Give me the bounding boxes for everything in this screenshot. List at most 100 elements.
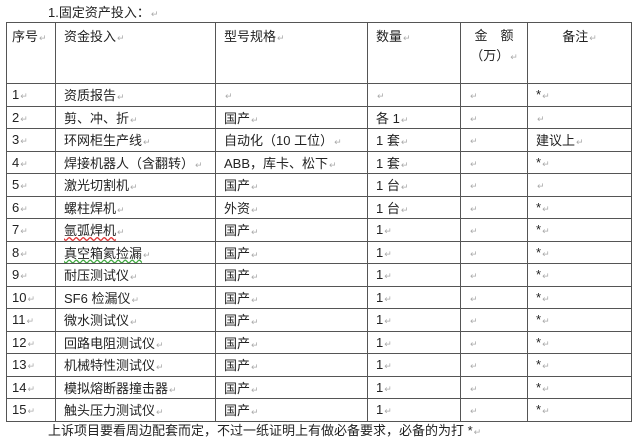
cell-qty: 各 1↵	[367, 105, 461, 129]
header-note: 备注↵	[527, 22, 632, 84]
cell-note: *↵	[527, 353, 632, 377]
cell-spec: 国产↵	[215, 398, 368, 422]
cell-note: *↵	[527, 83, 632, 107]
cell-note: ↵	[527, 173, 632, 197]
cell-spec: 国产↵	[215, 330, 368, 354]
footer-note: 上诉项目要看周边配套而定，不过一纸证明上有做必备要求，必备的为打 *↵	[48, 423, 482, 438]
cell-amount: ↵	[460, 105, 528, 129]
cell-amount: ↵	[460, 285, 528, 309]
header-qty: 数量↵	[367, 22, 461, 84]
cell-note: *↵	[527, 150, 632, 174]
cell-amount: ↵	[460, 398, 528, 422]
cell-spec: 外资↵	[215, 195, 368, 219]
table-row: 15↵ 触头压力测试仪↵ 国产↵ 1↵ ↵ *↵	[6, 398, 632, 422]
cell-item: 真空箱氦捡漏↵	[55, 240, 216, 264]
cell-qty: 1 台↵	[367, 173, 461, 197]
cell-no: 1↵	[6, 83, 56, 107]
cell-item: 氩弧焊机↵	[55, 218, 216, 242]
section-title: 1.固定资产投入：↵	[48, 5, 159, 20]
cell-no: 6↵	[6, 195, 56, 219]
table-row: 10↵ SF6 检漏仪↵ 国产↵ 1↵ ↵ *↵	[6, 285, 632, 309]
cell-spec: 国产↵	[215, 375, 368, 399]
cell-item: SF6 检漏仪↵	[55, 285, 216, 309]
table-row: 4↵ 焊接机器人（含翻转）↵ ABB，库卡、松下↵ 1 套↵ ↵ *↵	[6, 150, 632, 174]
cell-note: *↵	[527, 308, 632, 332]
fixed-asset-table: 序号↵ 资金投入↵ 型号规格↵ 数量↵ 金 额（万）↵ 备注↵ 1↵ 资质报告↵ ↵…	[6, 22, 632, 422]
cell-item: 激光切割机↵	[55, 173, 216, 197]
cell-no: 11↵	[6, 308, 56, 332]
table-row: 8↵ 真空箱氦捡漏↵ 国产↵ 1↵ ↵ *↵	[6, 240, 632, 264]
cell-spec: 自动化（10 工位）↵	[215, 128, 368, 152]
cell-amount: ↵	[460, 330, 528, 354]
cell-qty: 1 套↵	[367, 128, 461, 152]
cell-amount: ↵	[460, 218, 528, 242]
cell-spec: ↵	[215, 83, 368, 107]
cell-item: 模拟熔断器撞击器↵	[55, 375, 216, 399]
header-item: 资金投入↵	[55, 22, 216, 84]
cell-no: 4↵	[6, 150, 56, 174]
cell-qty: 1 台↵	[367, 195, 461, 219]
cell-note: *↵	[527, 240, 632, 264]
cell-note: *↵	[527, 398, 632, 422]
table-row: 13↵ 机械特性测试仪↵ 国产↵ 1↵ ↵ *↵	[6, 353, 632, 377]
cell-no: 8↵	[6, 240, 56, 264]
cell-item: 资质报告↵	[55, 83, 216, 107]
cell-spec: 国产↵	[215, 218, 368, 242]
table-row: 11↵ 微水测试仪↵ 国产↵ 1↵ ↵ *↵	[6, 308, 632, 332]
table-row: 1↵ 资质报告↵ ↵ ↵ ↵ *↵	[6, 83, 632, 107]
cell-no: 13↵	[6, 353, 56, 377]
cell-qty: 1 套↵	[367, 150, 461, 174]
cell-no: 9↵	[6, 263, 56, 287]
header-amount: 金 额（万）↵	[460, 22, 528, 84]
cell-item: 焊接机器人（含翻转）↵	[55, 150, 216, 174]
cell-amount: ↵	[460, 308, 528, 332]
cell-amount: ↵	[460, 353, 528, 377]
header-spec: 型号规格↵	[215, 22, 368, 84]
cell-note: *↵	[527, 218, 632, 242]
cell-amount: ↵	[460, 240, 528, 264]
table-row: 6↵ 螺柱焊机↵ 外资↵ 1 台↵ ↵ *↵	[6, 195, 632, 219]
cell-item: 剪、冲、折↵	[55, 105, 216, 129]
table-row: 12↵ 回路电阻测试仪↵ 国产↵ 1↵ ↵ *↵	[6, 330, 632, 354]
cell-spec: 国产↵	[215, 173, 368, 197]
cell-item: 触头压力测试仪↵	[55, 398, 216, 422]
cell-spec: 国产↵	[215, 105, 368, 129]
paragraph-mark: ↵	[150, 9, 159, 19]
cell-amount: ↵	[460, 150, 528, 174]
cell-note: 建议上↵	[527, 128, 632, 152]
cell-amount: ↵	[460, 195, 528, 219]
cell-note: *↵	[527, 375, 632, 399]
cell-qty: 1↵	[367, 240, 461, 264]
cell-qty: 1↵	[367, 218, 461, 242]
cell-qty: 1↵	[367, 330, 461, 354]
cell-qty: 1↵	[367, 375, 461, 399]
cell-no: 2↵	[6, 105, 56, 129]
cell-item: 耐压测试仪↵	[55, 263, 216, 287]
cell-amount: ↵	[460, 263, 528, 287]
table-row: 2↵ 剪、冲、折↵ 国产↵ 各 1↵ ↵ ↵	[6, 105, 632, 129]
cell-no: 15↵	[6, 398, 56, 422]
cell-qty: ↵	[367, 83, 461, 107]
cell-spec: 国产↵	[215, 308, 368, 332]
cell-amount: ↵	[460, 83, 528, 107]
cell-no: 14↵	[6, 375, 56, 399]
table-row: 5↵ 激光切割机↵ 国产↵ 1 台↵ ↵ ↵	[6, 173, 632, 197]
cell-no: 5↵	[6, 173, 56, 197]
cell-note: *↵	[527, 285, 632, 309]
cell-amount: ↵	[460, 375, 528, 399]
cell-note: *↵	[527, 263, 632, 287]
cell-item: 回路电阻测试仪↵	[55, 330, 216, 354]
table-row: 3↵ 环网柜生产线↵ 自动化（10 工位）↵ 1 套↵ ↵ 建议上↵	[6, 128, 632, 152]
cell-note: *↵	[527, 195, 632, 219]
table-row: 14↵ 模拟熔断器撞击器↵ 国产↵ 1↵ ↵ *↵	[6, 375, 632, 399]
cell-qty: 1↵	[367, 398, 461, 422]
cell-item: 螺柱焊机↵	[55, 195, 216, 219]
cell-amount: ↵	[460, 173, 528, 197]
table-row: 7↵ 氩弧焊机↵ 国产↵ 1↵ ↵ *↵	[6, 218, 632, 242]
cell-spec: 国产↵	[215, 263, 368, 287]
cell-note: ↵	[527, 105, 632, 129]
cell-spec: 国产↵	[215, 353, 368, 377]
cell-spec: 国产↵	[215, 240, 368, 264]
cell-qty: 1↵	[367, 263, 461, 287]
cell-qty: 1↵	[367, 285, 461, 309]
